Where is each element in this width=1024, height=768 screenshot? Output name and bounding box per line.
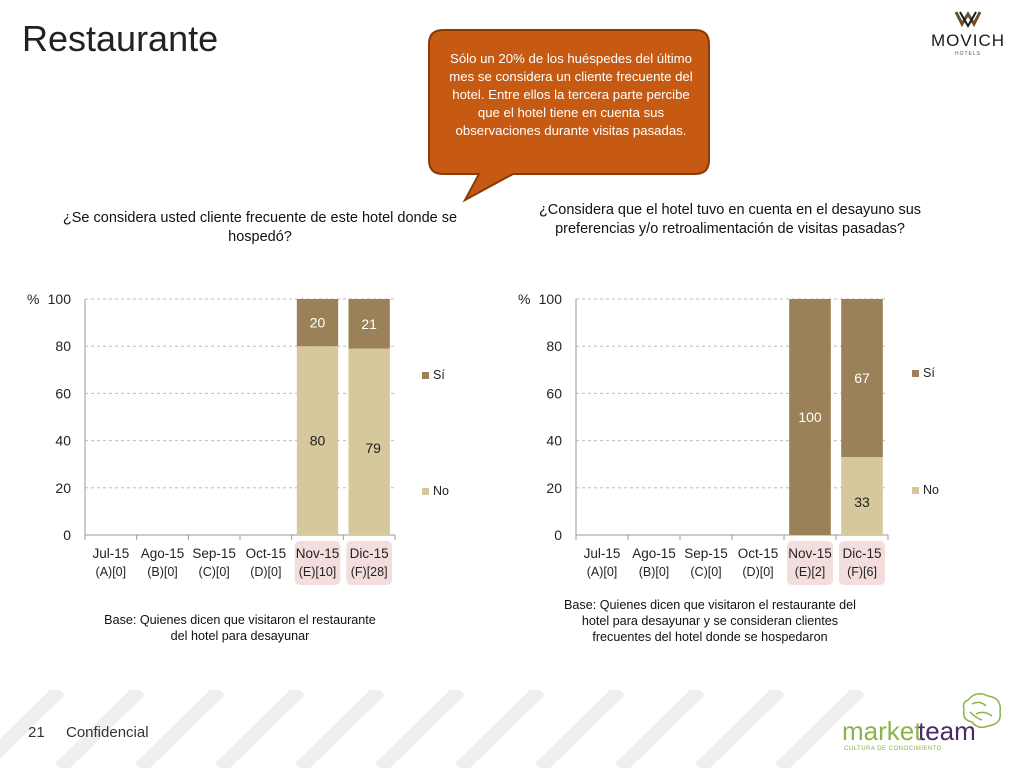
chart1-bar-si	[348, 299, 390, 349]
chart1-data-label: 20	[310, 315, 326, 331]
chart2-x-sublabel: (B)[0]	[639, 565, 670, 579]
chart2-x-tick-label: Sep-15	[684, 546, 728, 561]
chart1-y-tick-label: 40	[55, 433, 71, 449]
chart1-y-tick-label: 20	[55, 480, 71, 496]
chart2-y-axis-label: %	[518, 291, 530, 307]
chart2-x-tick-label: Nov-15	[788, 546, 832, 561]
chart2-bar-no	[841, 457, 883, 535]
chart2-legend-label-si: Sí	[923, 366, 935, 380]
marketteam-logo: market team CULTURA DE CONOCIMIENTO	[842, 693, 1001, 752]
chart1-data-label: 21	[361, 316, 377, 332]
chart2-base-note: Base: Quienes dicen que visitaron el res…	[564, 598, 856, 644]
chart1-title: ¿Se considera usted cliente frecuente de…	[62, 210, 458, 245]
chart2-data-label: 33	[854, 494, 870, 510]
chart1-legend-swatch-si	[422, 372, 429, 379]
chart1-data-label: 79	[365, 440, 381, 456]
chart1-x-sublabel: (D)[0]	[250, 565, 281, 579]
chart1-x-tick-label: Nov-15	[296, 546, 340, 561]
chart2-legend-swatch-no	[912, 487, 919, 494]
chart2-x-tick-label: Jul-15	[584, 546, 621, 561]
chart2-x-tick-label: Oct-15	[738, 546, 779, 561]
callout-bubble	[428, 29, 710, 203]
chart2-y-tick-label: 20	[546, 480, 562, 496]
chart1-x-tick-label: Jul-15	[92, 546, 129, 561]
watermark-pattern	[0, 690, 865, 768]
chart2-x-sublabel: (C)[0]	[690, 565, 721, 579]
chart2-x-sublabel: (D)[0]	[742, 565, 773, 579]
movich-logo-subtext: HOTELS	[955, 51, 981, 57]
chart1-data-label: 80	[310, 433, 326, 449]
page-title: Restaurante	[22, 18, 219, 59]
chart2-x-tick-label: Ago-15	[632, 546, 676, 561]
chart1-legend-label-no: No	[433, 484, 449, 498]
chart1-legend-label-si: Sí	[433, 368, 445, 382]
chart1-x-sublabel: (B)[0]	[147, 565, 178, 579]
chart2-x-sublabel: (E)[2]	[795, 565, 826, 579]
chart1-y-tick-label: 0	[63, 527, 71, 543]
chart1-x-sublabel: (E)[10]	[299, 565, 337, 579]
chart2-y-tick-label: 40	[546, 433, 562, 449]
chart1-y-tick-label: 60	[55, 385, 71, 401]
chart2-y-tick-label: 0	[554, 527, 562, 543]
chart2-highlight-panel	[787, 541, 833, 585]
chart1-x-tick-label: Oct-15	[246, 546, 287, 561]
callout-text: Sólo un 20% de los huéspedes del último …	[449, 51, 693, 138]
chart1-y-tick-label: 100	[48, 291, 72, 307]
chart2-y-tick-label: 80	[546, 338, 562, 354]
chart1-legend-swatch-no	[422, 488, 429, 495]
chart1-x-tick-label: Ago-15	[141, 546, 185, 561]
chart2-x-tick-label: Dic-15	[842, 546, 881, 561]
chart1-highlight-panel	[346, 541, 392, 585]
chart1-y-axis-label: %	[27, 291, 39, 307]
chart1-highlight-panel	[294, 541, 341, 585]
chart1-x-tick-label: Dic-15	[350, 546, 389, 561]
chart2-data-label: 67	[854, 370, 870, 386]
marketteam-logo-tagline: CULTURA DE CONOCIMIENTO	[844, 746, 942, 752]
movich-logo: MOVICH HOTELS	[931, 11, 1005, 57]
marketteam-logo-text-2: team	[918, 716, 976, 746]
page-number: 21	[28, 724, 45, 741]
chart1-x-sublabel: (A)[0]	[96, 565, 127, 579]
chart1-x-sublabel: (F)[28]	[351, 565, 388, 579]
chart1-y-tick-label: 80	[55, 338, 71, 354]
chart2-x-sublabel: (A)[0]	[587, 565, 618, 579]
chart2-legend-swatch-si	[912, 370, 919, 377]
chart1-base-note: Base: Quienes dicen que visitaron el res…	[104, 613, 376, 643]
movich-logo-text: MOVICH	[931, 31, 1005, 50]
brain-icon	[962, 693, 1001, 729]
chart2-y-tick-label: 100	[539, 291, 563, 307]
chart1-x-tick-label: Sep-15	[192, 546, 236, 561]
footer-label: Confidencial	[66, 724, 149, 741]
chart2-legend-label-no: No	[923, 483, 939, 497]
chart1-bar-si	[296, 299, 339, 347]
chart1-x-sublabel: (C)[0]	[199, 565, 230, 579]
chart1-bar-no	[348, 348, 390, 535]
chart2-y-tick-label: 60	[546, 385, 562, 401]
chart2-data-label: 100	[798, 409, 822, 425]
marketteam-logo-text-1: market	[842, 716, 922, 746]
chart1-bar-no	[296, 346, 339, 535]
chart2-title: ¿Considera que el hotel tuvo en cuenta e…	[538, 202, 922, 237]
chart2-x-sublabel: (F)[6]	[847, 565, 877, 579]
chart2-bar-si	[789, 299, 831, 535]
chart2-highlight-panel	[839, 541, 885, 585]
chart2-bar-si	[841, 299, 883, 458]
